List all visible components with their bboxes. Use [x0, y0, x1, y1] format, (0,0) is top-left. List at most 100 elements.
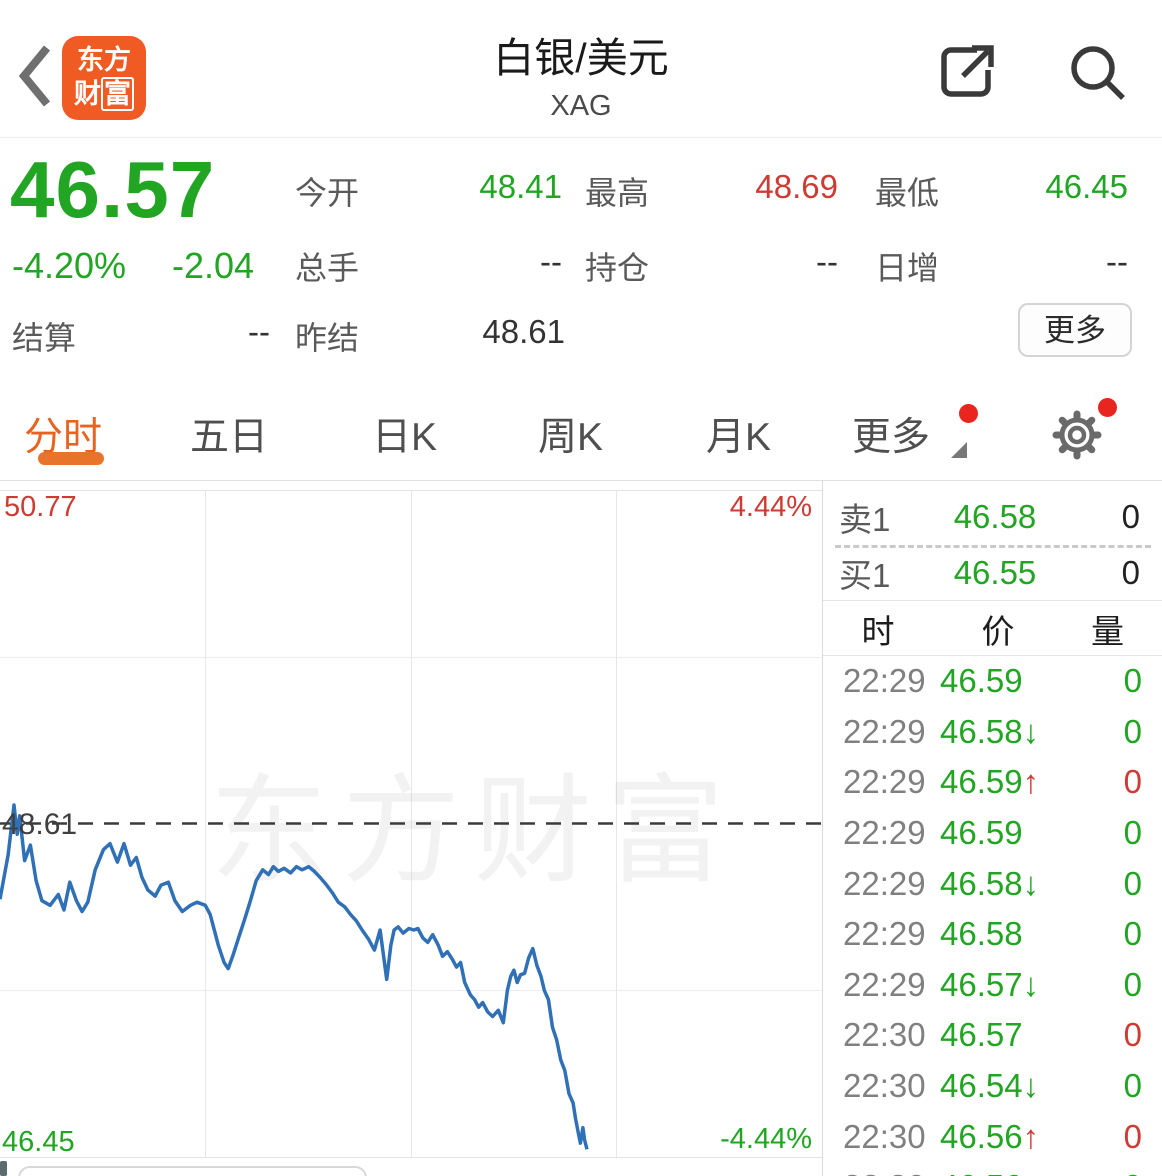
field-value-settlement: --	[130, 313, 270, 351]
tick-price: 46.59	[938, 814, 1082, 852]
field-label-low: 最低	[875, 168, 939, 214]
field-label-settlement: 结算	[12, 313, 76, 359]
tick-row: 22:2946.58↓0	[823, 707, 1162, 758]
tick-price: 46.56	[938, 1168, 1082, 1176]
tab-weekly-k[interactable]: 周K	[538, 406, 603, 462]
tick-time: 22:29	[823, 915, 938, 953]
tick-time: 22:29	[823, 814, 938, 852]
tick-row: 22:2946.580	[823, 909, 1162, 960]
tick-arrow-icon: ↑	[1023, 1118, 1040, 1155]
clipped-bottom-button[interactable]	[18, 1166, 367, 1176]
tick-volume: 0	[1082, 1118, 1162, 1156]
tick-time: 22:30	[823, 1016, 938, 1054]
tick-time: 22:30	[823, 1168, 938, 1176]
ask-row: 卖1 46.58 0	[823, 490, 1162, 543]
divider	[823, 600, 1162, 601]
tick-volume: 0	[1082, 1067, 1162, 1105]
col-time: 时	[823, 605, 933, 653]
tick-time: 22:29	[823, 713, 938, 751]
tick-price: 46.58	[938, 915, 1082, 953]
tick-price: 46.57↓	[938, 966, 1082, 1004]
field-label-high: 最高	[585, 168, 649, 214]
tab-monthly-k[interactable]: 月K	[706, 406, 771, 462]
app-root: 东方 财富 白银/美元 XAG 46.57 -4.20% -2.04 今开 48…	[0, 0, 1162, 1176]
axis-max-label: 50.77	[4, 491, 77, 523]
field-label-openinterest: 持仓	[585, 243, 649, 289]
notification-dot	[959, 404, 978, 423]
change-percent: -4.20%	[12, 245, 126, 287]
field-value-openinterest: --	[696, 243, 838, 281]
tick-arrow-icon: ↓	[1023, 865, 1040, 902]
ask-price: 46.58	[925, 498, 1065, 536]
notification-dot	[1098, 398, 1117, 417]
tick-arrow-icon: ↓	[1023, 713, 1040, 750]
tick-list[interactable]: 22:2946.59022:2946.58↓022:2946.59↑022:29…	[823, 656, 1162, 1176]
tick-volume: 0	[1082, 915, 1162, 953]
tick-volume: 0	[1082, 966, 1162, 1004]
tick-volume: 0	[1082, 662, 1162, 700]
tick-row: 22:2946.590	[823, 808, 1162, 859]
tick-price: 46.58↓	[938, 713, 1082, 751]
tick-arrow-icon: ↑	[1023, 763, 1040, 800]
tick-volume: 0	[1082, 865, 1162, 903]
tick-volume: 0	[1082, 1168, 1162, 1176]
bid-price: 46.55	[925, 554, 1065, 592]
field-value-open: 48.41	[420, 168, 562, 206]
tick-volume: 0	[1082, 1016, 1162, 1054]
tick-volume: 0	[1082, 763, 1162, 801]
tick-time: 22:29	[823, 662, 938, 700]
chart-tabbar: 分时 五日 日K 周K 月K 更多	[0, 390, 1162, 481]
tick-price: 46.59↑	[938, 763, 1082, 801]
tab-fiveday[interactable]: 五日	[190, 406, 268, 462]
intraday-chart[interactable]: 东方财富 50.77 4.44% 48.61 46.45 -4.44%	[0, 480, 822, 1176]
ask-label: 卖1	[823, 493, 925, 541]
tick-row: 22:3046.56↑0	[823, 1111, 1162, 1162]
tick-time: 22:30	[823, 1118, 938, 1156]
bid-label: 买1	[823, 549, 925, 597]
field-label-prevsettle: 昨结	[295, 313, 359, 359]
tab-more[interactable]: 更多	[852, 406, 930, 462]
tick-arrow-icon: ↓	[1023, 966, 1040, 1003]
tick-row: 22:2946.590	[823, 656, 1162, 707]
tick-volume: 0	[1082, 814, 1162, 852]
tick-volume: 0	[1082, 713, 1162, 751]
tick-row: 22:3046.570	[823, 1010, 1162, 1061]
tick-price: 46.56↑	[938, 1118, 1082, 1156]
field-label-volume: 总手	[295, 243, 359, 289]
tick-time: 22:29	[823, 966, 938, 1004]
watermark: 东方财富	[210, 766, 738, 898]
tick-time: 22:29	[823, 763, 938, 801]
prev-close-label: 48.61	[2, 808, 77, 841]
change-absolute: -2.04	[172, 245, 254, 287]
tick-row: 22:2946.57↓0	[823, 960, 1162, 1011]
col-price: 价	[933, 605, 1063, 653]
tick-arrow-icon: ↓	[1023, 1067, 1040, 1104]
order-panel: 卖1 46.58 0 买1 46.55 0 时 价 量 22:2946.5902…	[822, 480, 1162, 1176]
field-value-prevsettle: 48.61	[423, 313, 565, 351]
tick-price: 46.58↓	[938, 865, 1082, 903]
axis-min-label: 46.45	[2, 1126, 75, 1158]
tick-time: 22:30	[823, 1067, 938, 1105]
tick-row: 22:3046.54↓0	[823, 1061, 1162, 1112]
tick-row: 22:2946.58↓0	[823, 858, 1162, 909]
search-icon[interactable]	[1063, 38, 1131, 106]
last-price: 46.57	[10, 144, 215, 236]
settings-gear-icon[interactable]	[1048, 406, 1106, 464]
col-volume: 量	[1063, 605, 1162, 653]
share-icon[interactable]	[933, 38, 1001, 106]
bid-volume: 0	[1065, 554, 1162, 592]
field-label-dailyincrease: 日增	[875, 243, 939, 289]
tick-row: 22:3046.560	[823, 1162, 1162, 1176]
dropdown-triangle-icon	[951, 442, 967, 458]
tick-table-header: 时 价 量	[823, 602, 1162, 655]
ask-volume: 0	[1065, 498, 1162, 536]
tab-daily-k[interactable]: 日K	[372, 406, 437, 462]
more-quote-button[interactable]: 更多	[1018, 303, 1132, 357]
tick-price: 46.59	[938, 662, 1082, 700]
field-value-volume: --	[420, 243, 562, 281]
tick-row: 22:2946.59↑0	[823, 757, 1162, 808]
field-value-high: 48.69	[696, 168, 838, 206]
active-tab-underline	[38, 452, 104, 465]
tick-price: 46.57	[938, 1016, 1082, 1054]
axis-minpct-label: -4.44%	[720, 1123, 812, 1155]
